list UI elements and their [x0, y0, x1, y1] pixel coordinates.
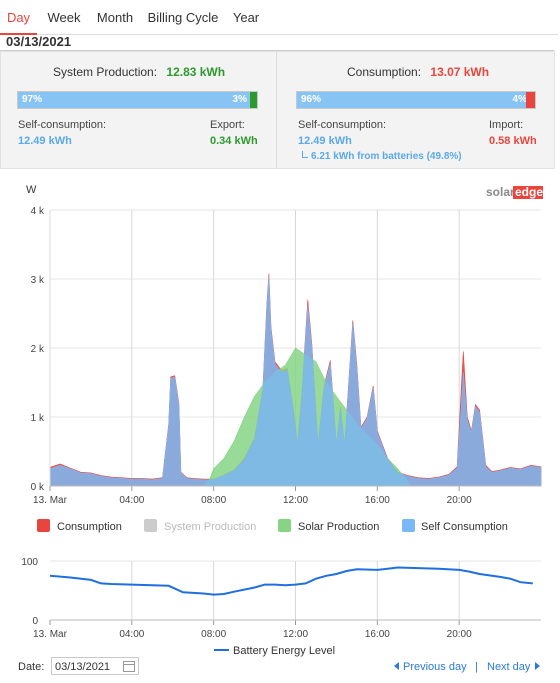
consumption-import-pct: 4% [512, 94, 527, 105]
production-export-pct: 3% [232, 94, 247, 105]
consumption-label: Consumption: [347, 65, 422, 79]
legend-consumption-label: Consumption [57, 521, 122, 533]
consumption-title: Consumption: 13.07 kWh [347, 65, 489, 79]
date-navigation: Date: 03/13/2021 Previous day | Next day [0, 656, 554, 680]
series-area-self-consumption[interactable] [49, 276, 542, 487]
x-tick-label: 04:00 [119, 495, 144, 506]
battery-chart-grid [50, 560, 541, 621]
y-tick-label: 2 k [31, 344, 45, 355]
date-picker-value: 03/13/2021 [55, 661, 111, 673]
tab-week[interactable]: Week [47, 10, 81, 25]
battery-x-tick-label: 16:00 [365, 629, 390, 640]
production-value: 12.83 kWh [166, 65, 226, 79]
summary-divider [276, 52, 277, 168]
battery-x-tick-label: 20:00 [447, 629, 472, 640]
x-tick-label: 16:00 [365, 495, 390, 506]
nav-separator: | [475, 661, 478, 673]
consumption-bar: 96% 4% [296, 91, 536, 109]
battery-chart-axes: 0 100 13. Mar 04:00 08:00 12:00 16:00 20:00 [21, 557, 541, 640]
next-day-label: Next day [487, 661, 531, 673]
battery-y-tick-label: 0 [32, 616, 38, 627]
battery-y-tick-label: 100 [21, 557, 38, 568]
consumption-import-segment [526, 92, 535, 108]
date-picker-input[interactable]: 03/13/2021 [51, 657, 139, 675]
tab-day[interactable]: Day [0, 0, 37, 35]
date-label: Date: [18, 661, 45, 673]
legend-system-production[interactable]: System Production [144, 519, 256, 533]
period-tabs: Day Week Month Billing Cycle Year [0, 0, 558, 35]
consumption-value: 13.07 kWh [430, 65, 490, 79]
previous-day-label: Previous day [403, 661, 467, 673]
production-self-value: 12.49 kWh [18, 135, 72, 147]
battery-chart: 0 100 13. Mar 04:00 08:00 12:00 16:00 20:00 Bat… [0, 545, 554, 665]
legend-system-production-swatch [144, 519, 157, 532]
y-tick-label: 0 k [31, 482, 45, 493]
legend-consumption[interactable]: Consumption [37, 519, 122, 533]
battery-x-tick-label: 04:00 [119, 629, 144, 640]
power-chart-areas [49, 273, 542, 487]
solaredge-logo: solar edge [486, 185, 543, 199]
production-bar: 97% 3% [17, 91, 258, 109]
power-chart-legend: Consumption System Production Solar Prod… [37, 519, 508, 533]
consumption-self-pct: 96% [301, 94, 322, 105]
next-day-link[interactable]: Next day [487, 661, 541, 673]
energy-summary: System Production: 12.83 kWh 97% 3% Self… [0, 51, 555, 169]
legend-solar-production[interactable]: Solar Production [278, 519, 379, 533]
logo-solar: solar [486, 185, 515, 199]
previous-arrow-icon [394, 662, 399, 670]
x-tick-label: 20:00 [447, 495, 472, 506]
battery-legend[interactable]: Battery Energy Level [214, 645, 335, 657]
import-label: Import: [489, 119, 524, 131]
battery-note: 6.21 kWh from batteries (49.8%) [302, 151, 462, 162]
battery-x-tick-label: 08:00 [201, 629, 226, 640]
power-chart: W solar edge 0 k 1 k 2 k 3 k 4 k 13. Mar 04:00… [0, 176, 554, 540]
logo-edge: edge [515, 185, 543, 199]
legend-self-consumption[interactable]: Self Consumption [402, 519, 508, 533]
legend-solar-production-swatch [278, 519, 291, 532]
production-panel: System Production: 12.83 kWh 97% 3% Self… [1, 52, 276, 168]
power-chart-axes: 0 k 1 k 2 k 3 k 4 k 13. Mar 04:00 08:00 12:00 16:… [31, 206, 541, 506]
previous-day-link[interactable]: Previous day [394, 661, 467, 673]
battery-x-tick-label: 12:00 [283, 629, 308, 640]
y-tick-label: 4 k [31, 206, 45, 217]
consumption-self-label: Self-consumption: [298, 119, 387, 131]
tab-billing-cycle[interactable]: Billing Cycle [147, 10, 219, 25]
tab-month[interactable]: Month [96, 10, 134, 25]
consumption-self-value: 12.49 kWh [298, 135, 352, 147]
x-tick-label: 13. Mar [33, 495, 68, 506]
x-tick-label: 08:00 [201, 495, 226, 506]
tab-year[interactable]: Year [232, 10, 260, 25]
battery-energy-line[interactable] [49, 566, 533, 596]
calendar-icon[interactable] [123, 661, 135, 672]
date-divider [0, 50, 554, 51]
battery-x-tick-label: 13. Mar [33, 629, 68, 640]
legend-system-production-label: System Production [164, 521, 256, 533]
import-value: 0.58 kWh [489, 135, 537, 147]
consumption-panel: Consumption: 13.07 kWh 96% 4% Self-consu… [277, 52, 554, 168]
legend-consumption-swatch [37, 519, 50, 532]
legend-solar-production-label: Solar Production [298, 521, 379, 533]
legend-self-consumption-swatch [402, 519, 415, 532]
production-self-label: Self-consumption: [18, 119, 107, 131]
production-label: System Production: [53, 65, 158, 79]
battery-note-arrow-icon [302, 151, 308, 158]
legend-self-consumption-label: Self Consumption [421, 521, 508, 533]
production-self-pct: 97% [22, 94, 43, 105]
current-date: 03/13/2021 [6, 34, 72, 49]
logo-edge-box [513, 186, 543, 199]
battery-note-text: 6.21 kWh from batteries (49.8%) [311, 151, 462, 162]
power-chart-y-unit: W [26, 184, 37, 196]
x-tick-label: 12:00 [283, 495, 308, 506]
power-chart-svg: W solar edge 0 k 1 k 2 k 3 k 4 k 13. Mar 04:00… [26, 184, 543, 533]
export-value: 0.34 kWh [210, 135, 258, 147]
production-export-segment [250, 92, 257, 108]
battery-legend-label: Battery Energy Level [233, 645, 335, 657]
production-title: System Production: 12.83 kWh [53, 65, 225, 79]
export-label: Export: [210, 119, 245, 131]
y-tick-label: 1 k [31, 413, 45, 424]
battery-chart-svg: 0 100 13. Mar 04:00 08:00 12:00 16:00 20:00 Bat… [21, 557, 541, 657]
battery-chart-line [49, 566, 533, 596]
y-tick-label: 3 k [31, 275, 45, 286]
next-arrow-icon [535, 662, 541, 670]
